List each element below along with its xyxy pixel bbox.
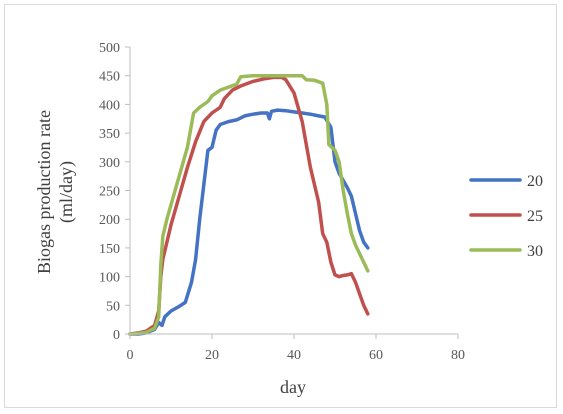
y-tick-label: 400	[99, 98, 120, 113]
y-tick-label: 200	[99, 213, 120, 228]
y-tick-label: 450	[99, 70, 120, 85]
y-tick-label: 250	[99, 185, 120, 200]
legend-label-25: 25	[527, 208, 543, 225]
y-axis-title-line-1: Biogas production rate	[34, 110, 54, 274]
x-tick-label: 20	[205, 348, 219, 363]
y-tick-label: 350	[99, 127, 120, 142]
plot-area	[128, 73, 370, 336]
x-axis-title: day	[280, 377, 306, 397]
y-tick-label: 150	[99, 242, 120, 257]
x-tick-label: 0	[127, 348, 134, 363]
series-line-25	[128, 75, 370, 336]
legend-label-20: 20	[527, 173, 543, 190]
y-axis-title-line-2: (ml/day)	[56, 161, 77, 223]
legend-label-30: 30	[527, 243, 543, 260]
series-line-30	[128, 73, 370, 336]
x-tick-label: 60	[369, 348, 383, 363]
x-tick-label: 40	[287, 348, 301, 363]
y-tick-label: 300	[99, 156, 120, 171]
x-tick-label: 80	[451, 348, 465, 363]
axes: 0 50 100 150 200 250 300 350 400 450 500 0 20 40 60 80	[99, 41, 465, 363]
series-line-20	[128, 108, 370, 336]
y-tick-label: 100	[99, 271, 120, 286]
y-tick-label: 500	[99, 41, 120, 56]
chart-area	[4, 4, 557, 408]
legend: 20 25 30	[469, 173, 543, 260]
y-tick-label: 50	[106, 299, 120, 314]
y-tick-label: 0	[113, 328, 120, 343]
